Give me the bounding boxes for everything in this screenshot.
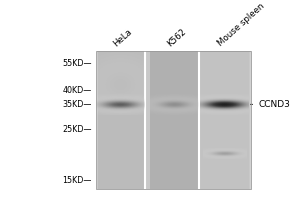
Text: 40KD—: 40KD—	[63, 86, 92, 95]
FancyBboxPatch shape	[96, 51, 250, 189]
FancyBboxPatch shape	[150, 51, 199, 189]
Text: 55KD—: 55KD—	[62, 59, 92, 68]
FancyBboxPatch shape	[200, 51, 249, 189]
FancyBboxPatch shape	[96, 51, 145, 189]
Text: K562: K562	[165, 27, 188, 48]
Text: 25KD—: 25KD—	[62, 125, 92, 134]
Text: CCND3: CCND3	[250, 100, 290, 109]
Text: 15KD—: 15KD—	[62, 176, 92, 185]
Text: HeLa: HeLa	[112, 27, 134, 48]
Text: Mouse spleen: Mouse spleen	[216, 2, 266, 48]
Text: 35KD—: 35KD—	[62, 100, 92, 109]
